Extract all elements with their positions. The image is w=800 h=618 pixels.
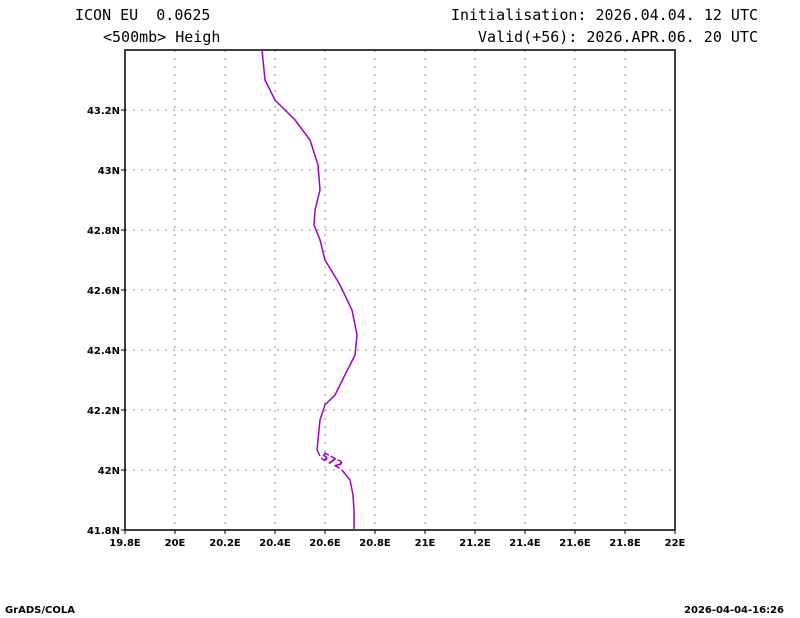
y-tick-label: 42.6N [87, 286, 120, 297]
x-tick-label: 20E [165, 538, 186, 549]
y-tick-label: 41.8N [87, 526, 120, 537]
x-tick-label: 19.8E [109, 538, 141, 549]
contour-line-segment [261, 49, 358, 457]
x-tick-label: 20.6E [309, 538, 341, 549]
y-tick-label: 43.2N [87, 106, 120, 117]
x-tick-label: 21.2E [459, 538, 491, 549]
x-tick-label: 22E [665, 538, 686, 549]
x-tick-label: 20.2E [209, 538, 241, 549]
x-tick-label: 20.4E [259, 538, 291, 549]
x-tick-label: 21.6E [559, 538, 591, 549]
model-title: ICON EU 0.0625 [75, 6, 211, 24]
y-tick-label: 42.8N [87, 226, 120, 237]
y-tick-label: 42.4N [87, 346, 120, 357]
y-tick-label: 42.2N [87, 406, 120, 417]
plot-frame [124, 49, 676, 531]
x-tick-label: 21.4E [509, 538, 541, 549]
x-tick-label: 21E [415, 538, 436, 549]
footer-timestamp: 2026-04-04-16:26 [684, 605, 784, 616]
init-time: Initialisation: 2026.04.04. 12 UTC [450, 6, 758, 24]
y-tick-label: 42N [98, 466, 120, 477]
contour-label: 572 [318, 450, 344, 472]
valid-time: Valid(+56): 2026.APR.06. 20 UTC [478, 28, 758, 46]
contour-line-segment [341, 469, 355, 530]
x-tick-label: 21.8E [609, 538, 641, 549]
footer-credit: GrADS/COLA [5, 605, 75, 616]
y-tick-label: 43N [98, 166, 120, 177]
x-tick-label: 20.8E [359, 538, 391, 549]
field-title: <500mb> Heigh [103, 28, 221, 46]
